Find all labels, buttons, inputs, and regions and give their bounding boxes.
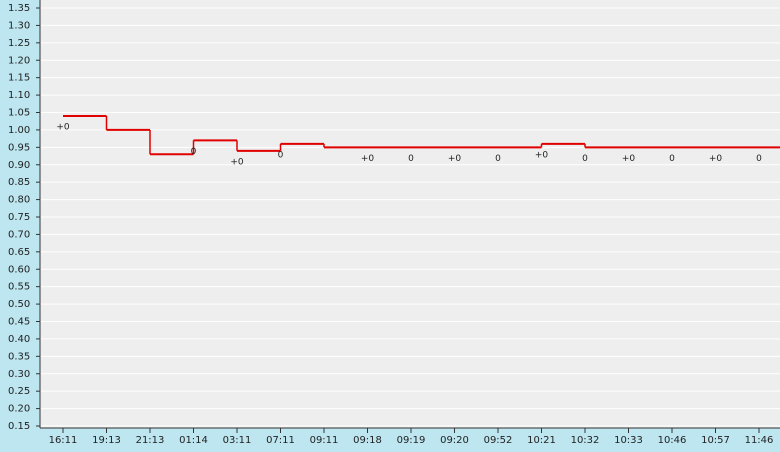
x-tick-label: 10:32 (571, 435, 600, 446)
x-tick-label: 11:46 (745, 435, 774, 446)
x-tick-label: 10:46 (658, 435, 687, 446)
x-tick-label: 21:13 (136, 435, 165, 446)
x-tick-label: 09:19 (397, 435, 426, 446)
x-tick-label: 19:13 (92, 435, 121, 446)
y-tick-label: 0.65 (8, 247, 30, 258)
point-label: +0 (361, 154, 375, 164)
y-tick-label: 1.10 (8, 90, 30, 101)
x-tick-label: 07:11 (266, 435, 295, 446)
point-label: +0 (709, 154, 723, 164)
point-label: +0 (230, 157, 244, 167)
point-label: 0 (408, 154, 414, 164)
x-tick-label: 09:11 (310, 435, 339, 446)
y-tick-label: 0.45 (8, 317, 30, 328)
y-tick-label: 1.05 (8, 108, 30, 119)
point-label: 0 (495, 154, 501, 164)
point-label: 0 (756, 154, 762, 164)
point-label: +0 (535, 150, 549, 160)
point-label: +0 (56, 122, 70, 132)
y-tick-label: 0.30 (8, 369, 30, 380)
point-label: 0 (278, 150, 284, 160)
y-tick-label: 0.75 (8, 212, 30, 223)
y-tick-label: 1.15 (8, 73, 30, 84)
y-tick-label: 1.20 (8, 55, 30, 66)
point-label: 0 (582, 154, 588, 164)
x-tick-label: 09:20 (440, 435, 469, 446)
point-label: +0 (448, 154, 462, 164)
x-tick-label: 10:33 (614, 435, 643, 446)
x-tick-label: 16:11 (49, 435, 78, 446)
x-tick-label: 10:21 (527, 435, 556, 446)
plot-area (40, 0, 780, 428)
y-tick-label: 1.25 (8, 38, 30, 49)
x-tick-label: 09:52 (484, 435, 513, 446)
y-tick-label: 0.15 (8, 421, 30, 432)
y-tick-label: 0.90 (8, 160, 30, 171)
y-tick-label: 1.35 (8, 3, 30, 14)
y-tick-label: 0.25 (8, 386, 30, 397)
y-tick-label: 1.00 (8, 125, 30, 136)
y-tick-label: 0.20 (8, 404, 30, 415)
y-tick-label: 0.35 (8, 351, 30, 362)
y-tick-label: 0.95 (8, 142, 30, 153)
y-tick-label: 0.50 (8, 299, 30, 310)
y-tick-label: 0.85 (8, 177, 30, 188)
y-tick-label: 0.40 (8, 334, 30, 345)
x-tick-label: 03:11 (223, 435, 252, 446)
x-tick-label: 09:18 (353, 435, 382, 446)
y-tick-label: 0.70 (8, 229, 30, 240)
point-label: +0 (622, 154, 636, 164)
x-tick-label: 10:57 (701, 435, 730, 446)
point-label: 0 (669, 154, 675, 164)
x-tick-label: 01:14 (179, 435, 208, 446)
point-label: 0 (191, 147, 197, 157)
y-tick-label: 1.30 (8, 20, 30, 31)
y-tick-label: 0.60 (8, 264, 30, 275)
y-tick-label: 0.80 (8, 195, 30, 206)
y-tick-label: 0.55 (8, 282, 30, 293)
